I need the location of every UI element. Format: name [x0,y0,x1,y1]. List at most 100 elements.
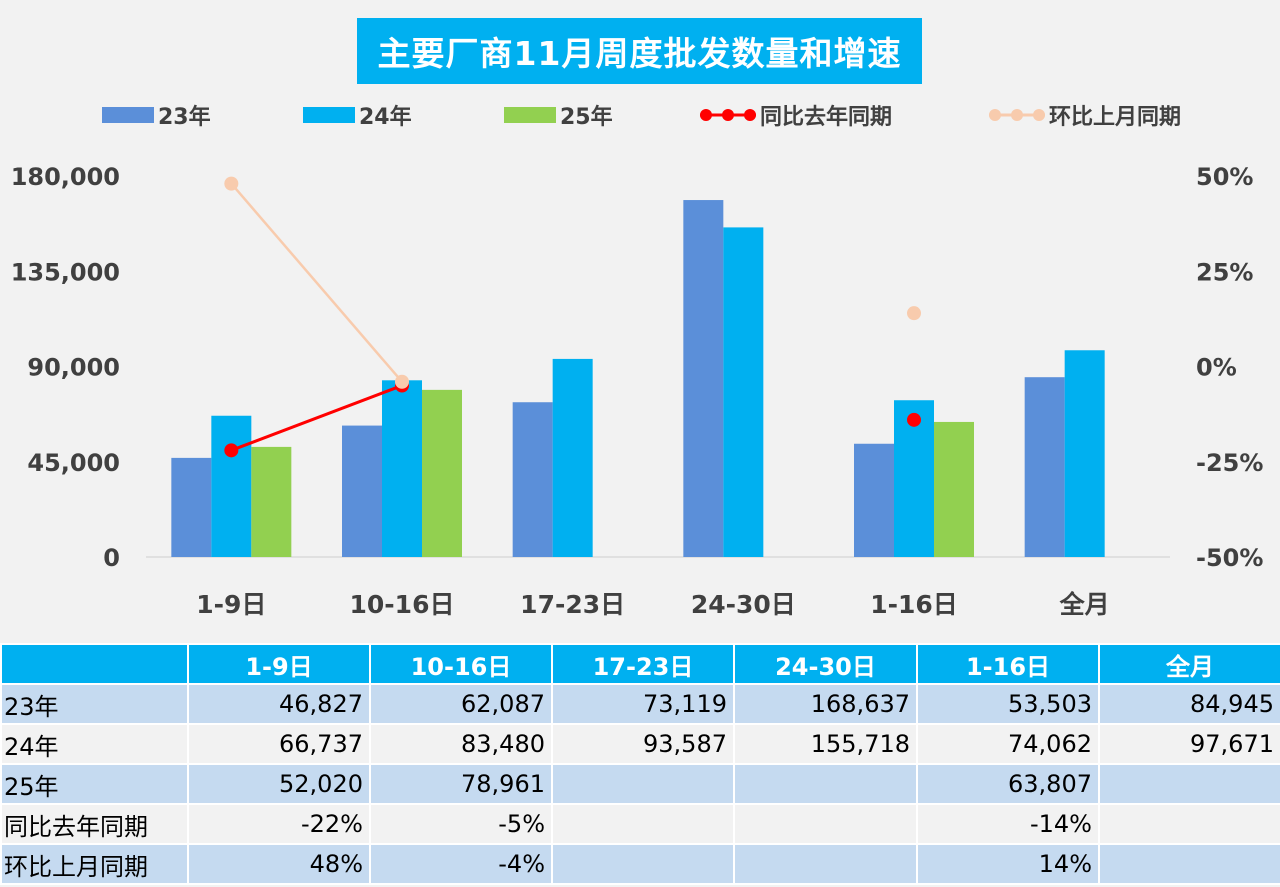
y-tick-label: 135,000 [11,258,120,286]
bar-23年-1-16日 [854,443,894,557]
chart-plot: 180,000 135,000 90,000 45,000 0 50% 25% 0% -25% -… [11,163,1264,619]
table-header-cell: 全月 [1098,643,1280,685]
table-row-label: 同比去年同期 [0,803,189,845]
table-header-cell: 17-23日 [551,643,735,685]
table-cell: 62,087 [369,683,553,725]
table-cell [1098,763,1280,805]
table-cell: 48% [187,843,371,885]
table-cell: -22% [187,803,371,845]
y2-tick-label: 25% [1196,258,1253,286]
table-row: 同比去年同期 -22% -5% -14% [0,803,1280,845]
table-cell [1098,843,1280,885]
x-tick-label: 1-9日 [196,590,266,619]
bar-24年-10-16日 [382,380,422,557]
table-header-cell: 24-30日 [733,643,918,685]
y2-tick-label: -50% [1196,544,1263,572]
table-cell: 168,637 [733,683,918,725]
table-cell [733,803,918,845]
legend-swatch-25 [504,107,556,123]
legend-item-24: 24年 [303,100,412,130]
table-row-label: 25年 [0,763,189,805]
table-header-cell: 1-9日 [187,643,371,685]
bar-25年-1-9日 [251,446,292,557]
bar-23年-全月 [1024,377,1065,557]
legend-label-25: 25年 [560,105,613,130]
table-cell [551,803,735,845]
chart-title: 主要厂商11月周度批发数量和增速 [377,34,902,73]
table-cell: -14% [916,803,1100,845]
table-row-label: 23年 [0,683,189,725]
line-segment-同比去年同期 [230,384,403,452]
legend-line-mom [989,109,1045,121]
point-环比上月同期-1-16日 [907,306,921,321]
x-tick-label: 24-30日 [691,590,796,619]
table-cell: 78,961 [369,763,553,805]
bar-24年-17-23日 [552,358,593,557]
table-cell: 73,119 [551,683,735,725]
bar-23年-17-23日 [512,402,553,557]
bar-25年-1-16日 [934,421,974,557]
table-row: 环比上月同期 48% -4% 14% [0,843,1280,885]
legend-label-mom: 环比上月同期 [1049,105,1182,130]
y2-tick-label: -25% [1196,449,1263,477]
table-cell [551,843,735,885]
table-cell: 66,737 [187,723,371,765]
table-cell: 63,807 [916,763,1100,805]
table-cell [733,763,918,805]
y-tick-label: 45,000 [27,449,120,477]
table-cell: 74,062 [916,723,1100,765]
table-cell: 93,587 [551,723,735,765]
table-cell: 53,503 [916,683,1100,725]
legend-label-24: 24年 [359,105,412,130]
bar-24年-全月 [1064,350,1105,557]
legend-line-yoy [700,109,756,121]
table-cell: 97,671 [1098,723,1280,765]
x-tick-label: 10-16日 [350,590,455,619]
y-tick-label: 180,000 [11,163,120,191]
legend-item-23: 23年 [102,100,211,130]
table-cell: 155,718 [733,723,918,765]
x-tick-label: 全月 [1059,590,1110,619]
table-cell [1098,803,1280,845]
table-row: 24年 66,737 83,480 93,587 155,718 74,062 97,671 [0,723,1280,765]
table-cell: -5% [369,803,553,845]
y2-tick-label: 0% [1196,354,1237,382]
legend-item-yoy: 同比去年同期 [698,100,892,130]
table-cell: 46,827 [187,683,371,725]
point-同比去年同期-1-9日 [224,443,239,458]
table-cell: 83,480 [369,723,553,765]
table-cell: -4% [369,843,553,885]
line-segment-环比上月同期 [230,182,403,383]
table-header-cell: 1-16日 [916,643,1100,685]
bar-23年-24-30日 [683,200,724,557]
legend-item-mom: 环比上月同期 [987,100,1181,130]
table-header-cell: 10-16日 [369,643,553,685]
table-header-row: 1-9日 10-16日 17-23日 24-30日 1-16日 全月 [0,643,1280,685]
bar-25年-10-16日 [422,389,462,557]
table-row: 25年 52,020 78,961 63,807 [0,763,1280,805]
x-tick-label: 17-23日 [520,590,625,619]
point-环比上月同期-10-16日 [395,374,409,389]
y-tick-label: 90,000 [27,354,120,382]
legend-swatch-23 [102,107,154,123]
bar-24年-24-30日 [723,227,764,557]
bar-24年-1-9日 [211,415,252,557]
chart-title-box: 主要厂商11月周度批发数量和增速 [357,18,922,84]
table-cell: 14% [916,843,1100,885]
point-环比上月同期-1-9日 [224,176,239,191]
point-同比去年同期-1-16日 [907,412,921,427]
bar-23年-1-9日 [171,457,212,557]
table-row-label: 24年 [0,723,189,765]
table-row: 23年 46,827 62,087 73,119 168,637 53,503 84,945 [0,683,1280,725]
table-cell [733,843,918,885]
y2-tick-label: 50% [1196,163,1253,191]
legend-label-23: 23年 [158,105,211,130]
table-header-cell [0,643,189,685]
table-row-label: 环比上月同期 [0,843,189,885]
table-cell: 84,945 [1098,683,1280,725]
table-cell: 52,020 [187,763,371,805]
bar-23年-10-16日 [342,425,382,557]
x-tick-label: 1-16日 [870,590,958,619]
y-tick-label: 0 [103,544,120,572]
